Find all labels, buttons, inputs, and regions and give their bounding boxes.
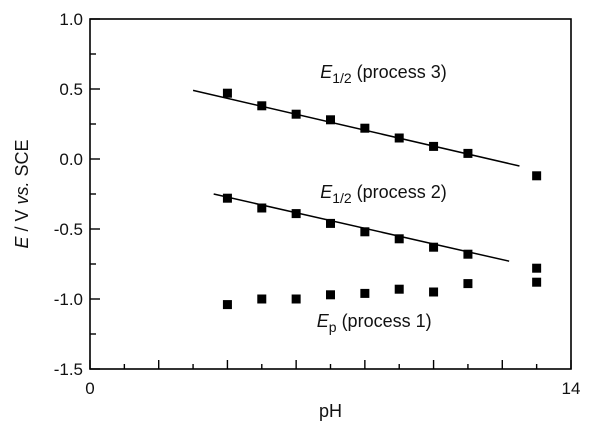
- fit-lines: [192, 89, 520, 262]
- data-point-series-2: [257, 203, 267, 213]
- annotation-process3: E1/2 (process 3): [320, 62, 447, 86]
- y-tick-label: 0.5: [59, 80, 83, 99]
- y-axis-label-vs: vs.: [12, 181, 32, 204]
- annotation-symbol: E: [320, 182, 333, 202]
- y-tick-label: -1.5: [54, 360, 83, 379]
- data-point-series-3: [257, 294, 267, 304]
- x-tick-label: 0: [85, 379, 94, 398]
- data-point-series-2: [326, 218, 335, 228]
- annotation-subscript: p: [329, 319, 337, 335]
- y-axis-label: E / V vs. SCE: [12, 139, 32, 248]
- x-tick-label: 14: [562, 379, 581, 398]
- data-point-series-3: [463, 279, 473, 289]
- axis-tick-labels: 1.0 0.5 0.0 -0.5 -1.0 -1.50 14: [54, 10, 581, 398]
- annotation-label: (process 1): [337, 311, 432, 331]
- y-axis-label-symbol: E: [12, 236, 32, 249]
- annotation-symbol: E: [320, 62, 333, 82]
- y-tick-label: 0.0: [59, 150, 83, 169]
- annotation-process1: Ep (process 1): [317, 311, 432, 335]
- data-point-series-1: [222, 88, 232, 98]
- data-point-series-2: [291, 209, 301, 219]
- data-point-series-3: [222, 300, 232, 310]
- data-point-series-3: [291, 294, 301, 304]
- data-point-series-2: [360, 227, 370, 237]
- data-point-series-3: [360, 288, 370, 298]
- data-point-series-2: [222, 193, 232, 203]
- axis-ticks: [89, 18, 572, 370]
- y-tick-label: 1.0: [59, 10, 83, 29]
- data-point-series-1: [394, 133, 404, 143]
- annotation-subscript: 1/2: [332, 70, 352, 86]
- y-tick-label: -1.0: [54, 290, 83, 309]
- data-point-series-3: [394, 284, 404, 294]
- data-point-series-1: [463, 148, 473, 158]
- data-point-series-2: [463, 249, 473, 259]
- data-point-series-1: [326, 115, 335, 125]
- data-markers: [222, 88, 542, 310]
- y-tick-label: -0.5: [54, 220, 83, 239]
- annotation-subscript: 1/2: [332, 190, 352, 206]
- data-point-series-1: [257, 101, 267, 111]
- data-point-series-3: [532, 277, 542, 287]
- data-point-series-2: [394, 234, 404, 244]
- y-axis-label-unit: / V: [12, 205, 32, 237]
- data-point-series-1: [429, 141, 439, 151]
- y-axis-label-reference: SCE: [12, 139, 32, 181]
- annotation-label: (process 3): [352, 62, 447, 82]
- annotation-symbol: E: [317, 311, 330, 331]
- data-point-series-1: [360, 123, 370, 133]
- data-point-series-2: [532, 263, 542, 273]
- series-annotations: E1/2 (process 3)E1/2 (process 2)Ep (proc…: [317, 62, 447, 335]
- data-point-series-3: [326, 290, 335, 300]
- data-point-series-1: [532, 171, 542, 181]
- annotation-process2: E1/2 (process 2): [320, 182, 447, 206]
- annotation-label: (process 2): [352, 182, 447, 202]
- data-point-series-2: [429, 242, 439, 252]
- data-point-series-3: [429, 287, 439, 297]
- data-point-series-1: [291, 109, 301, 119]
- x-axis-label: pH: [319, 401, 342, 421]
